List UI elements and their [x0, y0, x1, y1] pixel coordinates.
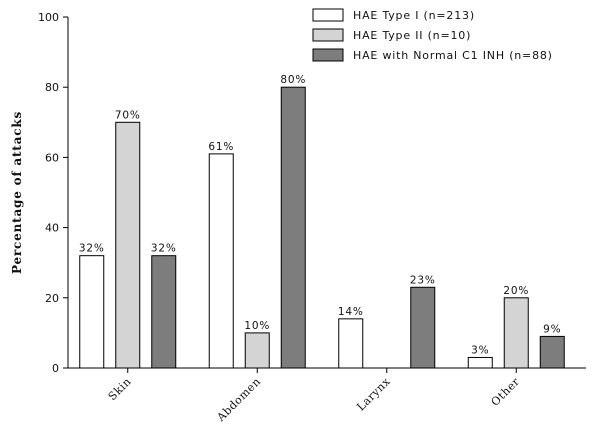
legend-label-1: HAE Type I (n=213): [353, 9, 475, 22]
bar-value-label: 3%: [471, 344, 489, 356]
bar-value-label: 61%: [208, 141, 234, 153]
y-tick-label: 80: [45, 81, 59, 94]
bar-value-label: 32%: [151, 243, 177, 255]
bar-value-label: 23%: [410, 274, 436, 286]
bar-abdomen-series-3: [280, 86, 306, 369]
legend-label-3: HAE with Normal C1 INH (n=88): [353, 49, 553, 62]
bar-abdomen-series-1: [208, 153, 234, 369]
bar-abdomen-series-2: [244, 332, 270, 369]
y-ticks: 0 20 40 60 80 100: [38, 11, 68, 375]
legend-swatch-2: [312, 28, 344, 42]
legend-swatch-3: [312, 48, 344, 62]
bar-skin-series-2: [115, 121, 141, 369]
bar-value-label: 14%: [338, 306, 364, 318]
legend-swatch-1: [312, 8, 344, 22]
bar-value-label: 70%: [115, 109, 141, 121]
bars: [79, 86, 565, 369]
bar-labels: 32% 70% 32% 61% 10% 80% 14% 23% 3% 20% 9%: [79, 74, 561, 356]
y-tick-label: 100: [38, 11, 59, 24]
bar-value-label: 80%: [280, 74, 306, 86]
x-category-label: Abdomen: [214, 375, 264, 425]
legend: HAE Type I (n=213) HAE Type II (n=10) HAE …: [312, 8, 553, 62]
x-category-label: Skin: [106, 375, 134, 403]
bar-larynx-series-3: [410, 286, 436, 369]
y-axis-label: Percentage of attacks: [10, 111, 24, 274]
x-category-label: Other: [489, 375, 523, 409]
y-tick-label: 60: [45, 151, 59, 164]
bar-other-series-3: [539, 335, 565, 369]
y-tick-label: 0: [52, 362, 59, 375]
bar-value-label: 32%: [79, 243, 105, 255]
bar-larynx-series-1: [338, 318, 364, 369]
bar-other-series-1: [467, 356, 493, 369]
y-tick-label: 20: [45, 292, 59, 305]
x-category-label: Larynx: [354, 375, 393, 414]
bar-skin-series-3: [151, 255, 177, 369]
x-ticks: Skin Abdomen Larynx Other: [106, 368, 523, 425]
legend-label-2: HAE Type II (n=10): [353, 29, 471, 42]
y-tick-label: 40: [45, 222, 59, 235]
bar-value-label: 10%: [244, 320, 270, 332]
bar-skin-series-1: [79, 255, 105, 369]
bar-other-series-2: [503, 297, 529, 369]
bar-value-label: 9%: [543, 323, 561, 335]
bar-value-label: 20%: [503, 285, 529, 297]
